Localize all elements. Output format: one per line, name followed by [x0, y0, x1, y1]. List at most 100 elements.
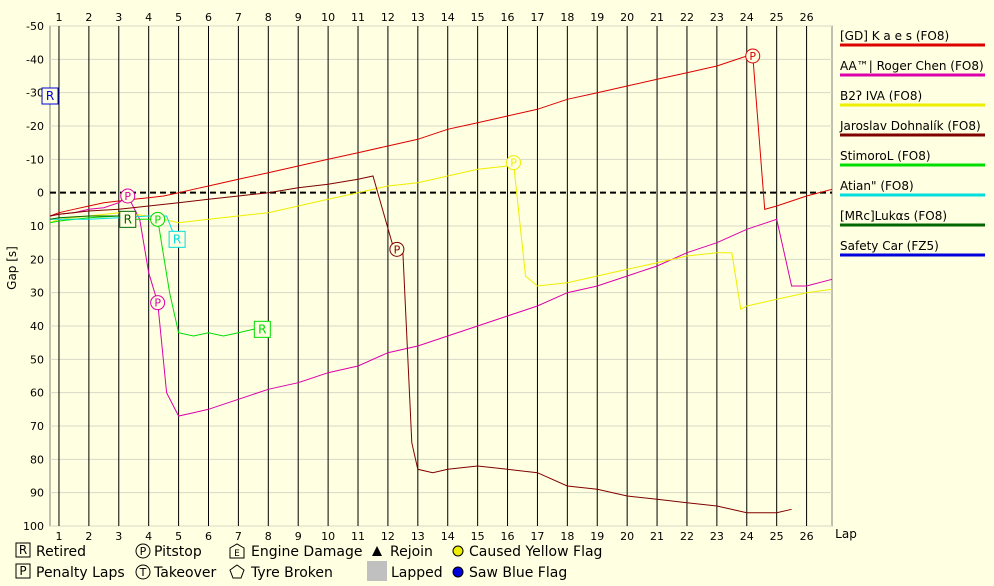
legend-entry-3: B2ʔ IVA (FO8) — [840, 89, 922, 103]
pitstop-marker — [150, 295, 166, 311]
x-tick-label: 8 — [265, 530, 272, 543]
takeover-key-glyph: T — [139, 566, 147, 579]
legend-entry-7: [MRc]Lukαs (FO8) — [840, 209, 947, 223]
yellow-flag-key-icon — [452, 545, 464, 557]
y-tick-label: 60 — [30, 387, 44, 400]
pitstop-key-icon — [135, 543, 151, 559]
x-tick-label: 18 — [560, 530, 574, 543]
event-glyph: R — [173, 232, 181, 246]
event-glyph: R — [46, 89, 54, 103]
takeover-key-icon — [135, 564, 151, 580]
x-tick-label-top: 14 — [441, 11, 455, 24]
y-tick-label: 90 — [30, 487, 44, 500]
x-tick-label: 2 — [85, 530, 92, 543]
retired-marker — [119, 210, 137, 228]
x-tick-label-top: 3 — [115, 11, 122, 24]
event-glyph: P — [154, 297, 161, 310]
x-tick-label-top: 8 — [265, 11, 272, 24]
retired-key-glyph: R — [19, 543, 27, 557]
legend: [GD] K a e s (FO8) AA™| Roger Chen (FO8) B… — [839, 29, 985, 257]
event-glyph: R — [124, 212, 132, 226]
legend-entry-1: [GD] K a e s (FO8) — [840, 29, 949, 43]
x-tick-label-top: 9 — [295, 11, 302, 24]
key-tyre-broken-label: Tyre Broken — [250, 565, 333, 581]
x-tick-label: 7 — [235, 530, 242, 543]
pitstop-marker — [506, 155, 522, 171]
x-tick-label: 5 — [175, 530, 182, 543]
x-tick-label: 11 — [351, 530, 365, 543]
x-tick-label-top: 16 — [501, 11, 515, 24]
x-tick-label: 26 — [800, 530, 814, 543]
x-tick-label-top: 19 — [590, 11, 604, 24]
x-tick-label-top: 2 — [85, 11, 92, 24]
key-rejoin-label: Rejoin — [390, 544, 433, 560]
x-tick-label-top: 5 — [175, 11, 182, 24]
y-tick-label: 10 — [30, 220, 44, 233]
x-tick-label: 12 — [381, 530, 395, 543]
y-tick-label: 70 — [30, 420, 44, 433]
retired-marker — [41, 87, 59, 105]
y-axis-label: Gap [s] — [5, 246, 19, 290]
y-tick-label: 20 — [30, 253, 44, 266]
key-caused-yellow-flag-label: Caused Yellow Flag — [469, 544, 602, 560]
event-glyph: R — [258, 322, 266, 336]
x-tick-label-top: 26 — [800, 11, 814, 24]
x-tick-label: 24 — [740, 530, 754, 543]
event-glyph: P — [510, 157, 517, 170]
legend-entry-6: Atian" (FO8) — [840, 179, 914, 193]
retired-marker — [168, 230, 186, 248]
y-tick-label: 30 — [30, 287, 44, 300]
x-tick-label-top: 4 — [145, 11, 152, 24]
x-tick-label-top: 13 — [411, 11, 425, 24]
symbol-key: R Retired P Pitstop E Engine Damage Rejo… — [15, 542, 602, 581]
x-tick-label: 17 — [530, 530, 544, 543]
x-tick-label: 16 — [501, 530, 515, 543]
x-tick-label: 10 — [321, 530, 335, 543]
series-line-5 — [49, 215, 263, 337]
key-pitstop-label: Pitstop — [154, 544, 202, 560]
retired-key-icon — [15, 542, 31, 558]
y-tick-label: 50 — [30, 353, 44, 366]
x-tick-label-top: 24 — [740, 11, 754, 24]
engine-key-glyph: E — [234, 549, 240, 559]
event-glyph: P — [749, 50, 756, 63]
x-tick-label-top: 1 — [55, 11, 62, 24]
x-tick-label: 21 — [650, 530, 664, 543]
y-tick-label: 40 — [30, 320, 44, 333]
retired-marker — [253, 320, 271, 338]
x-tick-label-top: 17 — [530, 11, 544, 24]
x-tick-label: 25 — [770, 530, 784, 543]
series-line-4 — [49, 175, 792, 514]
x-tick-label-top: 20 — [620, 11, 634, 24]
penalty-key-glyph: P — [19, 564, 26, 578]
y-tick-label: -50 — [26, 20, 44, 33]
y-tick-label: -30 — [26, 87, 44, 100]
x-tick-label-top: 18 — [560, 11, 574, 24]
x-tick-label-top: 23 — [710, 11, 724, 24]
grid — [49, 25, 833, 527]
rejoin-key-icon — [372, 546, 382, 556]
x-tick-label: 6 — [205, 530, 212, 543]
x-tick-label-top: 15 — [471, 11, 485, 24]
y-tick-label: 0 — [37, 187, 44, 200]
x-tick-label: 3 — [115, 530, 122, 543]
pitstop-marker — [745, 48, 761, 64]
tyre-broken-key-icon — [229, 564, 245, 579]
x-tick-label: 9 — [295, 530, 302, 543]
x-tick-label-top: 11 — [351, 11, 365, 24]
x-tick-label: 23 — [710, 530, 724, 543]
y-tick-label: 100 — [23, 520, 44, 533]
y-tick-label: -20 — [26, 120, 44, 133]
pitstop-marker — [389, 241, 405, 257]
x-tick-label-top: 22 — [680, 11, 694, 24]
x-tick-label-top: 25 — [770, 11, 784, 24]
pitstop-marker — [120, 188, 136, 204]
y-tick-label: -10 — [26, 153, 44, 166]
x-tick-label: 22 — [680, 530, 694, 543]
penalty-key-icon — [15, 563, 31, 579]
x-tick-label-top: 21 — [650, 11, 664, 24]
x-tick-label: 4 — [145, 530, 152, 543]
